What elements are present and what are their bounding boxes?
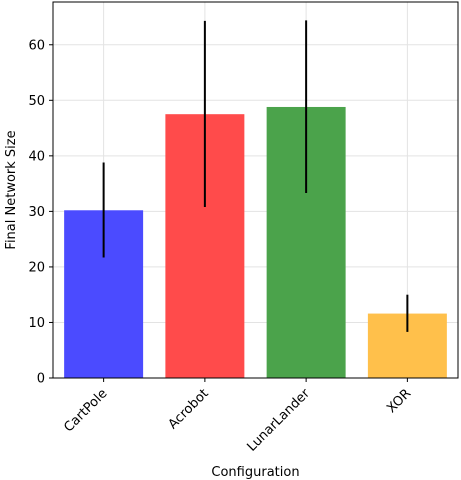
y-tick-label: 60 <box>28 38 45 53</box>
y-tick-label: 0 <box>37 372 45 387</box>
x-tick-label: CartPole <box>61 386 110 435</box>
x-axis-ticks: CartPole Acrobot LunarLander XOR <box>61 378 414 455</box>
x-tick-label: Acrobot <box>166 386 212 432</box>
y-tick-label: 40 <box>28 149 45 164</box>
bars <box>64 106 447 378</box>
x-axis-label: Configuration <box>211 465 299 480</box>
plot-frame <box>52 1 459 379</box>
error-bars <box>102 20 409 332</box>
y-tick-label: 30 <box>28 205 45 220</box>
x-tick-label: LunarLander <box>244 386 313 455</box>
y-tick-label: 50 <box>28 94 45 109</box>
y-axis-label: Final Network Size <box>4 130 19 249</box>
y-axis-ticks: 0 10 20 30 40 50 60 <box>28 38 53 387</box>
y-tick-label: 10 <box>28 316 45 331</box>
y-tick-label: 20 <box>28 260 45 275</box>
x-tick-label: XOR <box>384 386 414 416</box>
